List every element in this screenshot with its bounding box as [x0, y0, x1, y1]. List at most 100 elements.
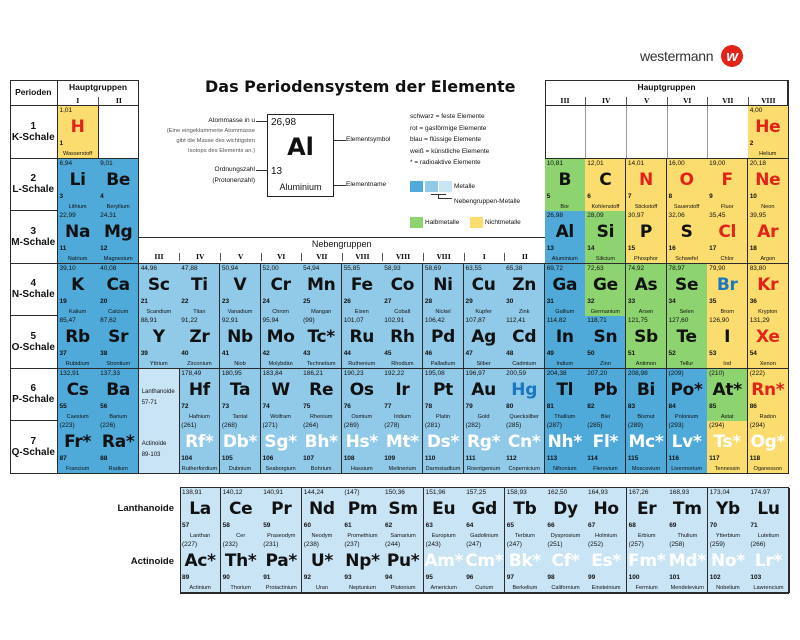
element-ba[interactable]: 137,33 Ba 56 Barium	[98, 368, 140, 422]
element-os[interactable]: 190,23 Os 76 Osmium	[341, 368, 383, 422]
element-np[interactable]: (237) Np* 93 Neptunium	[342, 540, 384, 593]
element-at[interactable]: (210) At* 85 Astat	[707, 368, 749, 422]
element-sn[interactable]: 118,71 Sn 50 Zinn	[585, 316, 627, 369]
element-es[interactable]: (252) Es* 99 Einsteinium	[586, 540, 628, 593]
element-u[interactable]: (238) U* 92 Uran	[301, 540, 343, 593]
element-fr[interactable]: (223) Fr* 87 Francium	[57, 421, 99, 474]
element-no[interactable]: (259) No* 102 Nobelium	[707, 540, 749, 593]
element-zr[interactable]: 91,22 Zr 40 Zirconium	[179, 316, 221, 369]
element-pa[interactable]: (231) Pa* 91 Protactinium	[261, 540, 303, 593]
element-nb[interactable]: 92,91 Nb 41 Niob	[219, 316, 262, 369]
element-c[interactable]: 12,01 C 6 Kohlenstoff	[585, 158, 627, 212]
element-gd[interactable]: 157,25 Gd 64 Gadolinium	[464, 487, 506, 541]
element-p[interactable]: 30,97 P 15 Phosphor	[625, 211, 668, 264]
element-sb[interactable]: 121,75 Sb 51 Antimon	[625, 316, 668, 369]
element-cf[interactable]: (251) Cf* 98 Californium	[545, 540, 587, 593]
element-pb[interactable]: 207,20 Pb 82 Blei	[585, 368, 627, 422]
element-sg[interactable]: (271) Sg* 106 Seaborgium	[260, 421, 302, 474]
element-hg[interactable]: 200,59 Hg 80 Quecksilber	[504, 368, 546, 422]
element-ds[interactable]: (281) Ds* 110 Darmstadtium	[422, 421, 465, 474]
element-s[interactable]: 32,06 S 16 Schwefel	[666, 211, 708, 264]
element-xe[interactable]: 131,29 Xe 54 Xenon	[747, 316, 789, 369]
element-ts[interactable]: (294) Ts* 117 Tennessin	[707, 421, 749, 474]
element-og[interactable]: (294) Og* 118 Oganesson	[747, 421, 789, 474]
element-br[interactable]: 79,90 Br 35 Brom	[707, 263, 749, 317]
element-tb[interactable]: 158,93 Tb 65 Terbium	[504, 487, 546, 541]
element-tc[interactable]: (99) Tc* 43 Technetium	[301, 316, 343, 369]
element-i[interactable]: 126,90 I 53 Iod	[707, 316, 749, 369]
element-ir[interactable]: 192,22 Ir 77 Iridium	[382, 368, 424, 422]
element-y[interactable]: 88,91 Y 39 Yttrium	[138, 316, 180, 369]
element-db[interactable]: (268) Db* 105 Dubnium	[219, 421, 262, 474]
element-yb[interactable]: 173,04 Yb 70 Ytterbium	[707, 487, 749, 541]
element-rg[interactable]: (282) Rg* 111 Roentgenium	[463, 421, 505, 474]
element-fm[interactable]: (257) Fm* 100 Fermium	[626, 540, 668, 593]
element-ca[interactable]: 40,08 Ca 20 Calcium	[98, 263, 140, 317]
element-sm[interactable]: 150,36 Sm 62 Samarium	[383, 487, 425, 541]
element-te[interactable]: 127,60 Te 52 Tellur	[666, 316, 708, 369]
element-cs[interactable]: 132,91 Cs 55 Caesium	[57, 368, 99, 422]
element-be[interactable]: 9,01 Be 4 Beryllium	[98, 158, 140, 212]
element-w[interactable]: 183,84 W 74 Wolfram	[260, 368, 302, 422]
element-k[interactable]: 39,10 K 19 Kalium	[57, 263, 99, 317]
element-ru[interactable]: 101,07 Ru 44 Ruthenium	[341, 316, 383, 369]
element-fe[interactable]: 55,85 Fe 26 Eisen	[341, 263, 383, 317]
element-al[interactable]: 26,98 Al 13 Aluminium	[544, 211, 586, 264]
element-re[interactable]: 186,21 Re 75 Rhenium	[301, 368, 343, 422]
element-ne[interactable]: 20,18 Ne 10 Neon	[747, 158, 789, 212]
element-lu[interactable]: 174.97 Lu 71 Lutetium	[748, 487, 790, 541]
element-mo[interactable]: 95,94 Mo 42 Molybdän	[260, 316, 302, 369]
element-rn[interactable]: (222) Rn* 86 Radon	[747, 368, 789, 422]
element-am[interactable]: (243) Am* 95 Americium	[423, 540, 465, 593]
element-cl[interactable]: 35,45 Cl 17 Chlor	[707, 211, 749, 264]
element-pt[interactable]: 195,08 Pt 78 Platin	[422, 368, 465, 422]
element-ce[interactable]: 140,12 Ce 58 Cer	[220, 487, 262, 541]
element-pm[interactable]: (147) Pm 61 Promethium	[342, 487, 384, 541]
element-kr[interactable]: 83,80 Kr 36 Krypton	[747, 263, 789, 317]
element-md[interactable]: (258) Md* 101 Mendelevium	[667, 540, 709, 593]
element-th[interactable]: (232) Th* 90 Thorium	[220, 540, 262, 593]
element-cn[interactable]: (285) Cn* 112 Copernicium	[504, 421, 546, 474]
element-se[interactable]: 78,97 Se 34 Selen	[666, 263, 708, 317]
element-ni[interactable]: 58,69 Ni 28 Nickel	[422, 263, 465, 317]
element-la[interactable]: 138,91 La 57 Lanthan	[180, 487, 222, 541]
element-ti[interactable]: 47,88 Ti 22 Titan	[179, 263, 221, 317]
element-he[interactable]: 4,00 He 2 Helium	[747, 106, 789, 159]
element-eu[interactable]: 151,96 Eu 63 Europium	[423, 487, 465, 541]
element-ag[interactable]: 107,87 Ag 47 Silber	[463, 316, 505, 369]
element-b[interactable]: 10,81 B 5 Bor	[544, 158, 586, 212]
element-mt[interactable]: (278) Mt* 109 Meitnerium	[382, 421, 424, 474]
element-ar[interactable]: 39,95 Ar 18 Argon	[747, 211, 789, 264]
element-v[interactable]: 50,94 V 23 Vanadium	[219, 263, 262, 317]
element-lv[interactable]: (293) Lv* 116 Livermorium	[666, 421, 708, 474]
element-o[interactable]: 16,00 O 8 Sauerstoff	[666, 158, 708, 212]
element-ta[interactable]: 180,95 Ta 73 Tantal	[219, 368, 262, 422]
element-cu[interactable]: 63,55 Cu 29 Kupfer	[463, 263, 505, 317]
element-in[interactable]: 114,82 In 49 Indium	[544, 316, 586, 369]
element-ho[interactable]: 164,93 Ho 67 Holmium	[586, 487, 628, 541]
element-f[interactable]: 19,00 F 9 Fluor	[707, 158, 749, 212]
placeholder-lanthanoide[interactable]: Lanthanoide 57-71	[138, 368, 180, 422]
element-mn[interactable]: 54,94 Mn 25 Mangan	[301, 263, 343, 317]
element-cd[interactable]: 112,41 Cd 48 Cadmium	[504, 316, 546, 369]
element-nd[interactable]: 144,24 Nd 60 Neodym	[301, 487, 343, 541]
element-zn[interactable]: 65,38 Zn 30 Zink	[504, 263, 546, 317]
element-pd[interactable]: 106,42 Pd 46 Palladium	[422, 316, 465, 369]
element-as[interactable]: 74,92 As 33 Arsen	[625, 263, 668, 317]
element-dy[interactable]: 162,50 Dy 66 Dysprosium	[545, 487, 587, 541]
element-tm[interactable]: 168,93 Tm 69 Thulium	[667, 487, 709, 541]
element-bh[interactable]: (264) Bh* 107 Bohrium	[301, 421, 343, 474]
element-rh[interactable]: 102,91 Rh 45 Rhodium	[382, 316, 424, 369]
element-mc[interactable]: (289) Mc* 115 Moscovium	[625, 421, 668, 474]
element-ra[interactable]: (226) Ra* 88 Radium	[98, 421, 140, 474]
element-na[interactable]: 22,99 Na 11 Natrium	[57, 211, 99, 264]
element-tl[interactable]: 204,38 Tl 81 Thallium	[544, 368, 586, 422]
element-sc[interactable]: 44,96 Sc 21 Scandium	[138, 263, 180, 317]
element-bk[interactable]: (247) Bk* 97 Berkelium	[504, 540, 546, 593]
element-ac[interactable]: (227) Ac* 89 Actinium	[180, 540, 222, 593]
element-h[interactable]: 1,01 H 1 Wasserstoff	[57, 106, 99, 159]
placeholder-actinoide[interactable]: Actinoide 89-103	[138, 421, 180, 474]
element-rb[interactable]: 85,47 Rb 37 Rubidium	[57, 316, 99, 369]
element-si[interactable]: 28,09 Si 14 Silicium	[585, 211, 627, 264]
element-sr[interactable]: 87,62 Sr 38 Strontium	[98, 316, 140, 369]
